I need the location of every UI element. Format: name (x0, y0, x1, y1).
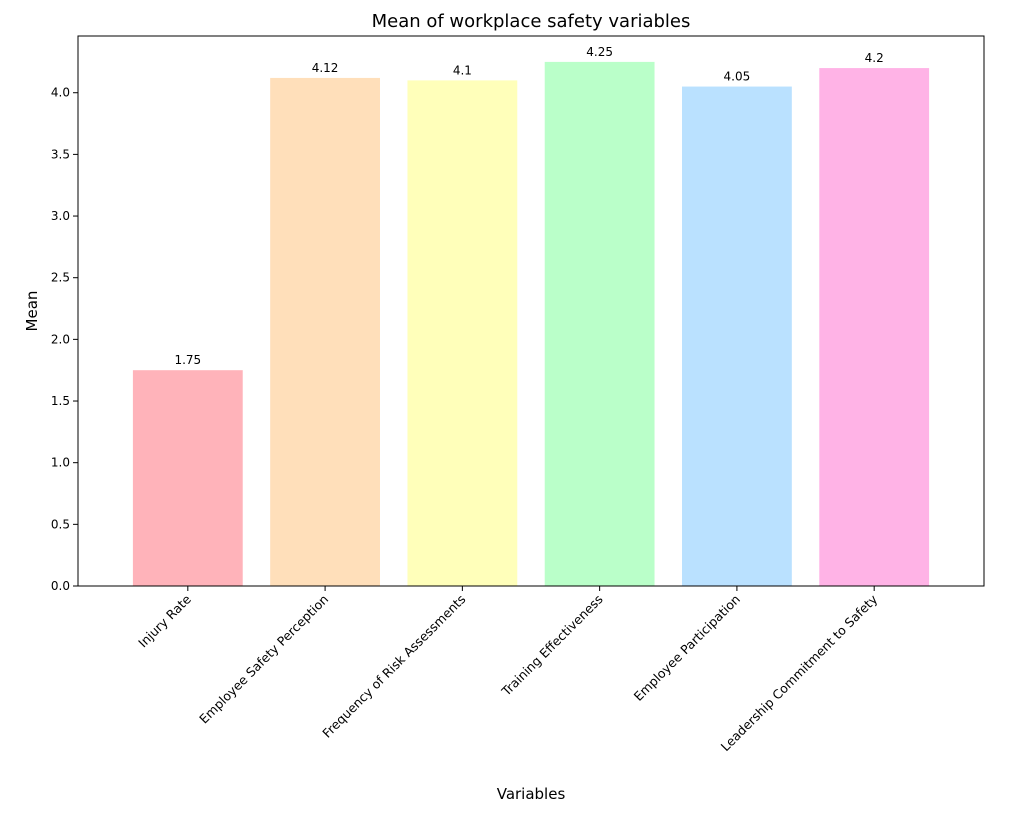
chart-title: Mean of workplace safety variables (372, 11, 691, 32)
y-axis-label: Mean (23, 291, 41, 332)
bar (544, 61, 655, 587)
bar (270, 77, 380, 586)
y-tick-label: 1.5 (51, 394, 70, 408)
x-tick-label: Employee Participation (631, 592, 743, 704)
bar (407, 80, 518, 586)
y-tick-label: 2.5 (51, 271, 70, 285)
y-tick-label: 0.0 (51, 579, 70, 593)
x-tick-label: Frequency of Risk Assessments (319, 592, 468, 741)
x-tick-label: Leadership Commitment to Safety (718, 591, 881, 754)
y-tick-label: 4.0 (51, 86, 70, 100)
y-tick-label: 3.5 (51, 147, 70, 161)
y-tick-label: 2.0 (51, 332, 70, 346)
x-tick-label: Injury Rate (135, 591, 194, 650)
bar (682, 86, 792, 586)
y-tick-label: 0.5 (51, 517, 70, 531)
x-axis-label: Variables (497, 785, 566, 803)
bar-value-label: 4.25 (586, 45, 613, 59)
bar-value-label: 4.05 (724, 70, 751, 84)
bar-value-label: 1.75 (174, 353, 201, 367)
bar-value-label: 4.2 (865, 51, 884, 65)
y-tick-label: 3.0 (51, 209, 70, 223)
x-tick-label: Training Effectiveness (498, 592, 606, 700)
bar (819, 68, 930, 586)
bar-value-label: 4.12 (312, 61, 339, 75)
bar-value-label: 4.1 (453, 63, 472, 77)
x-tick-label: Employee Safety Perception (196, 592, 331, 727)
bar (132, 370, 243, 586)
y-tick-label: 1.0 (51, 456, 70, 470)
plot-frame (77, 35, 985, 587)
